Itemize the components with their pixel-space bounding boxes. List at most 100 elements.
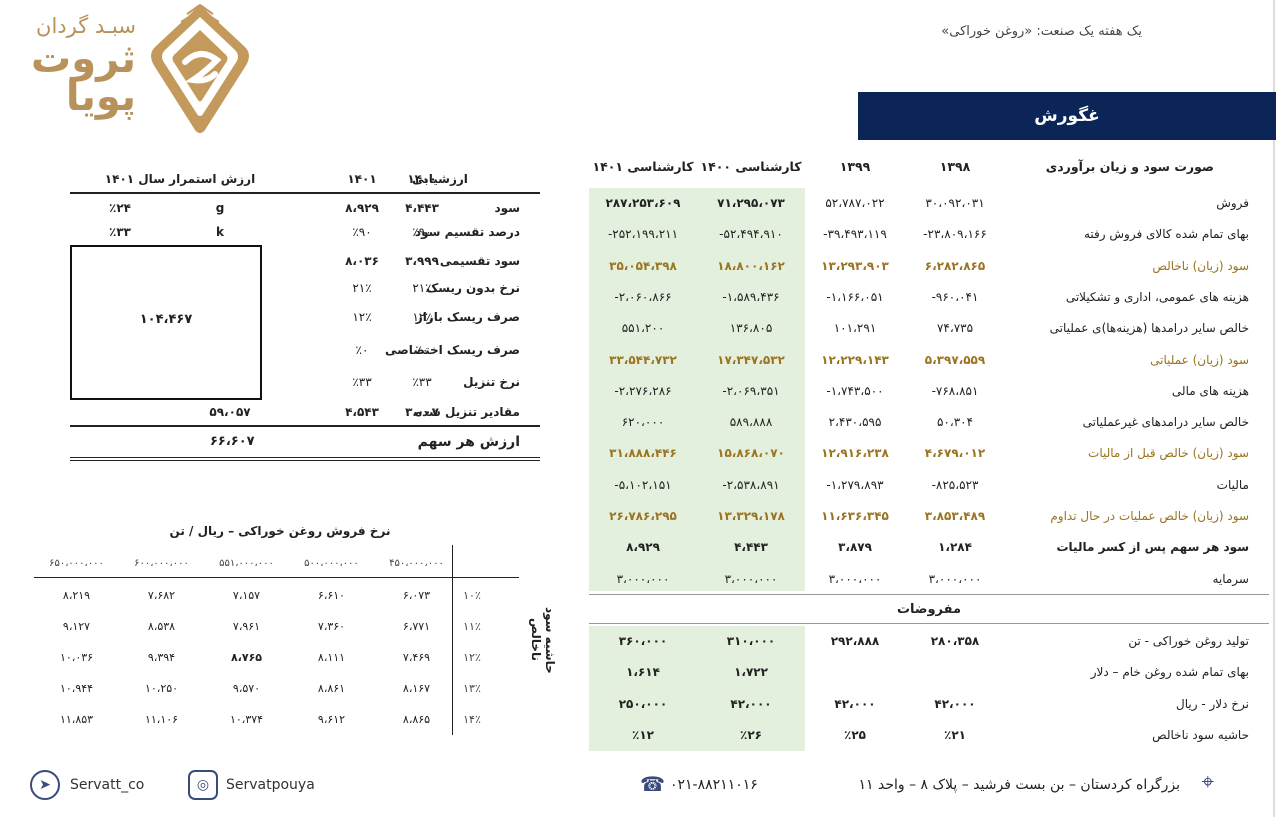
sensitivity-side-label: حاشیه سود ناخالص xyxy=(529,606,557,674)
cell-1398: ۴۲،۰۰۰ xyxy=(934,696,976,711)
sensitivity-cell: ۷،۳۶۰ xyxy=(317,620,346,633)
cell-1398: ۳،۰۰۰،۰۰۰ xyxy=(928,571,982,586)
income-row: ۲۸۷،۲۵۳،۶۰۹ ۷۱،۲۹۵،۰۷۳ ۵۲،۷۸۷،۰۲۲ ۳۰،۰۹۲،۰۳… xyxy=(589,188,1249,219)
cell-1400: -۲،۰۶۹،۳۵۱ xyxy=(722,383,780,398)
footer-social: ➤ Servatt_co ◎ Servatpouya xyxy=(30,770,350,806)
sensitivity-cell: ۱۱،۸۵۳ xyxy=(59,713,94,726)
cell-1401: ۸،۹۲۹ xyxy=(345,201,379,215)
cell-1400: ۲۱٪ xyxy=(412,281,432,295)
sensitivity-row: ۶،۰۷۳ ۶،۶۱۰ ۷،۱۵۷ ۷،۶۸۲ ۸،۲۱۹ ۱۰٪ xyxy=(34,581,519,612)
cell-1399: -۳۹،۴۹۳،۱۱۹ xyxy=(823,227,887,242)
valuation-row: ٪۳۳ ٪۳۳ نرخ تنزیل xyxy=(70,368,540,397)
cell-1400: ۱۷،۳۴۷،۵۳۲ xyxy=(717,352,785,367)
cell-1399: ۱۲،۲۲۹،۱۴۳ xyxy=(821,352,889,367)
cell-1398: ۷۴،۷۳۵ xyxy=(936,321,974,336)
valuation-row: ۱۲٪ ۱۲٪ صرف ریسک بازار xyxy=(70,303,540,332)
cell-1400: -۵۲،۴۹۴،۹۱۰ xyxy=(719,227,783,242)
cell-1400: ۵۸۹،۸۸۸ xyxy=(729,415,773,430)
cell-symbol: k xyxy=(216,225,224,239)
sensitivity-cell: ۱۰،۲۵۰ xyxy=(144,682,179,695)
income-table-title: صورت سود و زیان برآوردی xyxy=(1045,159,1214,174)
cell-1401: -۵،۱۰۲،۱۵۱ xyxy=(614,477,672,492)
cell-1399: ۱۲،۹۱۶،۲۳۸ xyxy=(821,446,889,461)
divider xyxy=(70,457,540,458)
cell-1399: ۳،۸۷۹ xyxy=(838,540,872,555)
assumption-row: ٪۱۲ ٪۲۶ ٪۲۵ ٪۲۱ حاشیه سود ناخالص xyxy=(589,720,1249,751)
divider xyxy=(70,460,540,461)
income-table-header: کارشناسی ۱۴۰۱ کارشناسی ۱۴۰۰ ۱۳۹۹ ۱۳۹۸ صو… xyxy=(589,155,1249,185)
income-row: ۶۲۰،۰۰۰ ۵۸۹،۸۸۸ ۲،۴۳۰،۵۹۵ ۵۰،۳۰۴ خالص سایر د… xyxy=(589,407,1249,438)
continuing-value-box xyxy=(70,245,262,400)
sensitivity-cell: ۱۰،۳۷۴ xyxy=(229,713,264,726)
valuation-row: ۳،۰۰۷ ۴،۵۴۳ ۵۹،۰۵۷ مقادیر تنزیل شده xyxy=(70,398,540,427)
income-row: ۳۵،۰۵۴،۳۹۸ ۱۸،۸۰۰،۱۶۲ ۱۳،۲۹۳،۹۰۳ ۶،۲۸۲،۸۶۵ س… xyxy=(589,251,1249,282)
cell-1398: -۹۶۰،۰۴۱ xyxy=(931,289,979,304)
phone-number[interactable]: ۰۲۱-۸۸۲۱۱۰۱۶ xyxy=(670,777,758,793)
company-title: غگورش xyxy=(858,92,1276,140)
income-row: -۲،۲۷۶،۲۸۶ -۲،۰۶۹،۳۵۱ -۱،۷۴۳،۵۰۰ -۷۶۸،۸۵۱ هز… xyxy=(589,376,1249,407)
cell-1400: ٪۹۰ xyxy=(412,225,432,239)
row-label: بهای تمام شده کالای فروش رفته xyxy=(1084,227,1249,242)
income-row: ۳،۰۰۰،۰۰۰ ۳،۰۰۰،۰۰۰ ۳،۰۰۰،۰۰۰ ۳،۰۰۰،۰۰۰ سرما… xyxy=(589,564,1249,595)
share-value: ۶۶،۶۰۷ xyxy=(210,434,255,449)
sensitivity-row: ۸،۱۶۷ ۸،۸۶۱ ۹،۵۷۰ ۱۰،۲۵۰ ۱۰،۹۴۴ ۱۳٪ xyxy=(34,674,519,705)
cell-1400: ٪۳۳ xyxy=(412,375,432,389)
instagram-icon[interactable]: ◎ xyxy=(188,770,218,800)
cell-1398: ۶،۲۸۲،۸۶۵ xyxy=(924,258,986,273)
footer-contact: ☎ ۰۲۱-۸۸۲۱۱۰۱۶ بزرگراه کردستان – بن بست … xyxy=(640,770,1220,806)
col-header-continuing: ارزش استمرار سال ۱۴۰۱ xyxy=(104,172,256,186)
cell-1399: ۱۱،۶۳۶،۳۴۵ xyxy=(821,509,889,523)
cell-1401: ٪۰ xyxy=(355,343,369,357)
cell-1400: ۴،۴۴۳ xyxy=(734,540,768,555)
cell-1401: -۲،۰۶۰،۸۶۶ xyxy=(614,289,672,304)
valuation-row: ۲۱٪ ۲۱٪ نرخ بدون ریسک xyxy=(70,274,540,303)
valuation-table-header: ارزشیابی ۱۴۰۰ ۱۴۰۱ ارزش استمرار سال ۱۴۰۱ xyxy=(70,168,540,193)
logo-emblem-icon xyxy=(151,3,249,133)
sensitivity-cell: ۶،۶۱۰ xyxy=(317,589,346,602)
row-label: هزینه های مالی xyxy=(1171,383,1249,398)
sensitivity-cell: ۶،۷۷۱ xyxy=(402,620,431,633)
valuation-row: ٪۰ ٪۰ صرف ریسک اختصاصی xyxy=(70,336,540,365)
cell-1399: ۱۰۱،۲۹۱ xyxy=(833,321,877,336)
cell-1400: ۱۸،۸۰۰،۱۶۲ xyxy=(717,258,785,273)
cell-1398: ۳۰،۰۹۲،۰۳۱ xyxy=(925,196,985,210)
assumption-row: ۱،۶۱۴ ۱،۷۲۲ بهای تمام شده روغن خام – دلار xyxy=(589,657,1249,688)
sensitivity-cell: ۷،۴۶۹ xyxy=(402,651,431,664)
sensitivity-cell: ۷،۱۵۷ xyxy=(232,589,261,602)
cell-symbol: g xyxy=(215,201,225,215)
cell-1401: ۲۵۰،۰۰۰ xyxy=(618,696,668,711)
row-label: بهای تمام شده روغن خام – دلار xyxy=(1090,665,1249,680)
share-value-label: ارزش هر سهم xyxy=(417,434,520,450)
row-label: سود هر سهم پس از کسر مالیات xyxy=(1056,540,1249,555)
cell-1399: -۱،۷۴۳،۵۰۰ xyxy=(826,383,884,398)
price-header: ۵۵۱،۰۰۰،۰۰۰ xyxy=(219,558,274,569)
cell-1398: ۲۸۰،۳۵۸ xyxy=(930,634,980,648)
valuation-row: ۴،۴۴۳ ۸،۹۲۹ g ٪۲۴ سود xyxy=(70,194,540,223)
divider xyxy=(70,425,540,427)
cell-1401: ٪۳۳ xyxy=(352,375,372,389)
location-icon: ⌖ xyxy=(1201,770,1214,795)
telegram-icon[interactable]: ➤ xyxy=(30,770,60,800)
cell-1400: ۳،۹۹۹ xyxy=(405,254,439,268)
assumption-row: ۳۶۰،۰۰۰ ۳۱۰،۰۰۰ ۲۹۲،۸۸۸ ۲۸۰،۳۵۸ تولید روغن خ… xyxy=(589,626,1249,657)
cell-1399: ۵۲،۷۸۷،۰۲۲ xyxy=(825,196,885,210)
cell-1398: ۵،۳۹۷،۵۵۹ xyxy=(924,352,986,367)
sensitivity-cell: ۹،۶۱۲ xyxy=(317,713,346,726)
assumption-shade xyxy=(589,626,805,751)
cell-1401: -۲۵۲،۱۹۹،۲۱۱ xyxy=(607,227,679,242)
instagram-handle[interactable]: Servatpouya xyxy=(226,777,315,793)
cell-1399: ۳،۰۰۰،۰۰۰ xyxy=(828,571,882,586)
col-header-1399: ۱۳۹۹ xyxy=(839,159,871,174)
sensitivity-cell: ۷،۶۸۲ xyxy=(147,589,176,602)
cell-1399: ۴۲،۰۰۰ xyxy=(834,696,876,711)
sensitivity-cell: ۸،۱۶۷ xyxy=(402,682,431,695)
income-row: ۲۶،۷۸۶،۲۹۵ ۱۳،۳۲۹،۱۷۸ ۱۱،۶۳۶،۳۴۵ ۳،۸۵۳،۴۸۹ س… xyxy=(589,501,1249,532)
row-label: نرخ دلار - ریال xyxy=(1176,696,1249,711)
cell-1401: ۶۲۰،۰۰۰ xyxy=(621,415,665,430)
cell-1400: ۱۳،۳۲۹،۱۷۸ xyxy=(717,509,785,523)
cell-1399: ۲۹۲،۸۸۸ xyxy=(830,634,880,648)
cell-1401: ۲۸۷،۲۵۳،۶۰۹ xyxy=(605,196,681,210)
telegram-handle[interactable]: Servatt_co xyxy=(70,777,145,793)
margin-label: ۱۱٪ xyxy=(463,620,481,633)
income-row: -۲،۰۶۰،۸۶۶ -۱،۵۸۹،۴۳۶ -۱،۱۶۶،۰۵۱ -۹۶۰،۰۴۱ هز… xyxy=(589,282,1249,313)
